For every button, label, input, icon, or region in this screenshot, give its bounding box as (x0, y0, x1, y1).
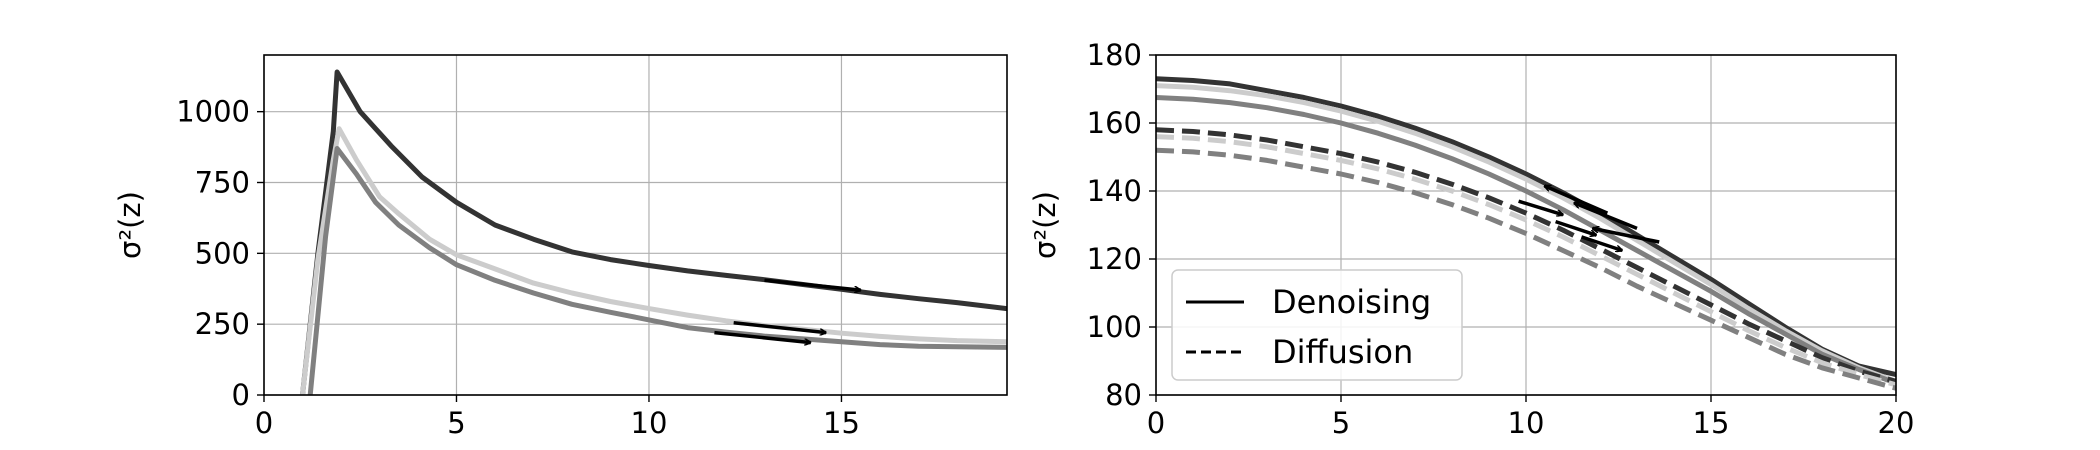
x-tick-label: 0 (255, 406, 273, 440)
y-axis-label: σ²(z) (1028, 191, 1062, 259)
series-line-1 (1156, 76, 1896, 378)
direction-arrow-1 (1545, 184, 1609, 215)
direction-arrow-3 (714, 330, 810, 343)
y-tick-label: 1000 (176, 95, 250, 129)
series-line-3 (1156, 95, 1896, 386)
y-tick-label: 0 (232, 378, 250, 412)
y-tick-label: 500 (195, 236, 250, 270)
x-tick-label: 15 (1693, 406, 1730, 440)
direction-arrow-5 (1555, 219, 1597, 236)
x-tick-label: 15 (823, 406, 860, 440)
x-tick-label: 0 (1147, 406, 1165, 440)
direction-arrow-2 (1574, 201, 1638, 231)
x-tick-label: 5 (447, 406, 465, 440)
x-tick-label: 10 (631, 406, 668, 440)
right-chart: 0 5 10 15 2080100120140160180σ²(z)DenoisingD… (1028, 38, 1914, 440)
legend: Denoising Diffusion (1171, 269, 1463, 381)
series-line-2 (1156, 83, 1896, 384)
direction-arrow-4 (1518, 199, 1563, 215)
series-line-3 (307, 146, 1007, 395)
series-line-6 (1156, 147, 1896, 391)
y-axis-label: σ²(z) (113, 191, 147, 259)
legend-label: Denoising (1272, 283, 1431, 321)
y-tick-label: 80 (1105, 378, 1142, 412)
series-group (1156, 76, 1896, 391)
y-tick-label: 160 (1087, 106, 1142, 140)
plot-frame (263, 54, 1008, 396)
legend-box (1171, 269, 1463, 381)
direction-arrow-2 (733, 321, 826, 333)
x-tick-label: 10 (1508, 406, 1545, 440)
series-group (300, 69, 1007, 395)
y-tick-label: 140 (1087, 174, 1142, 208)
direction-arrow-1 (764, 278, 860, 290)
series-line-2 (300, 126, 1007, 395)
series-line-4 (1156, 127, 1896, 384)
direction-arrow-6 (1580, 235, 1623, 251)
y-tick-label: 750 (195, 166, 250, 200)
series-line-5 (1156, 134, 1896, 388)
y-tick-label: 100 (1087, 310, 1142, 344)
x-tick-label: 5 (1332, 406, 1350, 440)
legend-label: Diffusion (1272, 333, 1413, 371)
y-tick-label: 180 (1087, 38, 1142, 72)
left-chart: 0 5 10 15 0 250 500 750 1000 σ²(z) (113, 54, 1008, 440)
x-tick-label: 20 (1878, 406, 1915, 440)
y-tick-label: 120 (1087, 242, 1142, 276)
y-tick-label: 250 (195, 307, 250, 341)
direction-arrow-3 (1593, 228, 1660, 244)
